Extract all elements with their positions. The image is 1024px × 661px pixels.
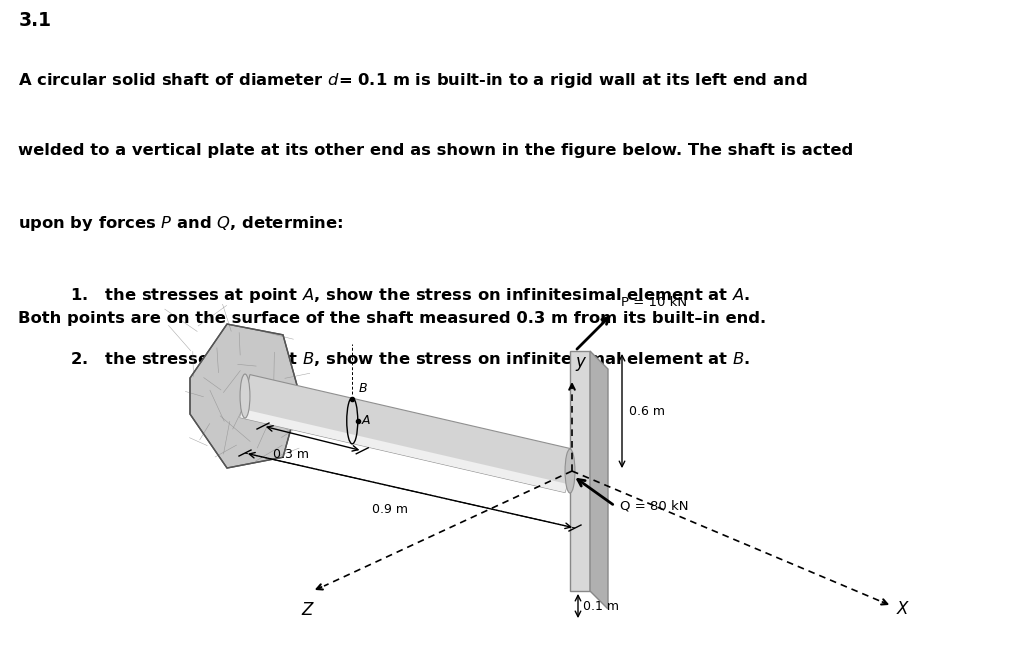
Text: Both points are on the surface of the shaft measured 0.3 m from its built–in end: Both points are on the surface of the sh… [18,311,766,326]
Text: 2.   the stresses at point $B$, show the stress on infinitesimal element at $B$.: 2. the stresses at point $B$, show the s… [70,350,750,369]
Text: 0.1 m: 0.1 m [583,600,618,613]
Text: B: B [358,382,367,395]
Text: y: y [575,353,585,371]
Text: A: A [361,414,371,427]
Text: 1.   the stresses at point $A$, show the stress on infinitesimal element at $A$.: 1. the stresses at point $A$, show the s… [70,286,750,305]
Text: A circular solid shaft of diameter $d$= 0.1 m is built-in to a rigid wall at its: A circular solid shaft of diameter $d$= … [18,71,808,91]
Polygon shape [590,351,608,609]
Text: P = 10 kN: P = 10 kN [621,296,687,309]
Text: Z: Z [301,601,312,619]
Ellipse shape [565,449,574,493]
Text: 0.9 m: 0.9 m [372,502,408,516]
Polygon shape [570,351,590,591]
Text: X: X [897,600,908,618]
Text: 3.1: 3.1 [18,11,51,30]
Polygon shape [190,324,300,468]
Ellipse shape [240,374,250,418]
Text: welded to a vertical plate at its other end as shown in the figure below. The sh: welded to a vertical plate at its other … [18,143,854,158]
Text: 0.6 m: 0.6 m [629,405,665,418]
Text: Q = 80 kN: Q = 80 kN [620,500,688,512]
Text: upon by forces $P$ and $Q$, determine:: upon by forces $P$ and $Q$, determine: [18,214,344,233]
Polygon shape [240,409,567,492]
Text: 0.3 m: 0.3 m [272,448,308,461]
Polygon shape [240,375,574,492]
